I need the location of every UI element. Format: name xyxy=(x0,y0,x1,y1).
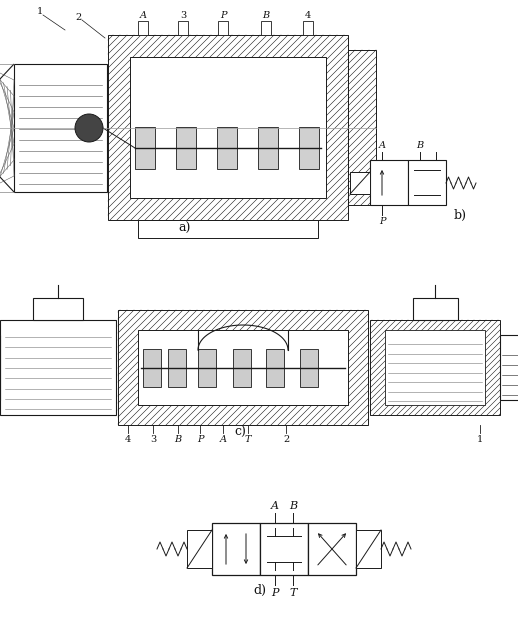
Text: A: A xyxy=(139,11,147,19)
Text: A: A xyxy=(220,435,226,445)
Bar xyxy=(350,172,370,194)
Text: d): d) xyxy=(253,583,266,596)
Bar xyxy=(260,523,308,575)
Text: P: P xyxy=(220,11,226,19)
Bar xyxy=(218,21,228,35)
Text: B: B xyxy=(416,141,424,149)
Text: P: P xyxy=(271,588,279,598)
Text: b): b) xyxy=(453,208,467,221)
Bar xyxy=(385,330,485,405)
Text: P: P xyxy=(379,218,385,226)
Bar xyxy=(300,349,318,387)
Bar xyxy=(370,320,500,415)
Text: 1: 1 xyxy=(477,435,483,445)
Bar xyxy=(266,349,284,387)
Bar xyxy=(413,298,458,320)
Bar xyxy=(258,127,278,169)
Text: 4: 4 xyxy=(305,11,311,19)
Bar xyxy=(261,21,271,35)
Bar xyxy=(176,127,196,169)
Circle shape xyxy=(75,114,103,142)
Text: P: P xyxy=(197,435,203,445)
Text: B: B xyxy=(263,11,269,19)
Text: 2: 2 xyxy=(75,14,81,22)
Bar xyxy=(308,523,356,575)
Bar xyxy=(303,21,313,35)
Bar xyxy=(370,160,408,205)
Text: 4: 4 xyxy=(125,435,131,445)
Bar xyxy=(130,57,326,198)
Bar xyxy=(178,21,188,35)
Bar xyxy=(408,160,446,205)
Text: 3: 3 xyxy=(180,11,186,19)
Bar xyxy=(108,35,348,220)
Bar xyxy=(143,349,161,387)
Bar xyxy=(198,349,216,387)
Bar xyxy=(500,335,518,400)
Text: 1: 1 xyxy=(37,7,43,17)
Bar xyxy=(299,127,319,169)
Bar xyxy=(168,349,186,387)
Text: B: B xyxy=(175,435,182,445)
Text: T: T xyxy=(244,435,251,445)
Bar xyxy=(135,127,155,169)
Text: c): c) xyxy=(234,425,246,438)
Text: 2: 2 xyxy=(283,435,289,445)
Bar xyxy=(0,320,116,415)
Text: A: A xyxy=(379,141,385,149)
Text: A: A xyxy=(271,501,279,511)
Bar xyxy=(138,21,148,35)
Text: B: B xyxy=(289,501,297,511)
Bar xyxy=(14,64,107,192)
Text: a): a) xyxy=(179,221,191,234)
Text: T: T xyxy=(290,588,297,598)
Bar xyxy=(138,330,348,405)
Bar xyxy=(187,530,212,568)
Bar xyxy=(356,530,381,568)
Bar xyxy=(118,310,368,425)
Bar xyxy=(233,349,251,387)
Bar xyxy=(212,523,260,575)
Bar xyxy=(138,220,318,238)
Bar xyxy=(217,127,237,169)
Bar xyxy=(348,50,376,205)
Text: 3: 3 xyxy=(150,435,156,445)
Bar xyxy=(33,298,83,320)
